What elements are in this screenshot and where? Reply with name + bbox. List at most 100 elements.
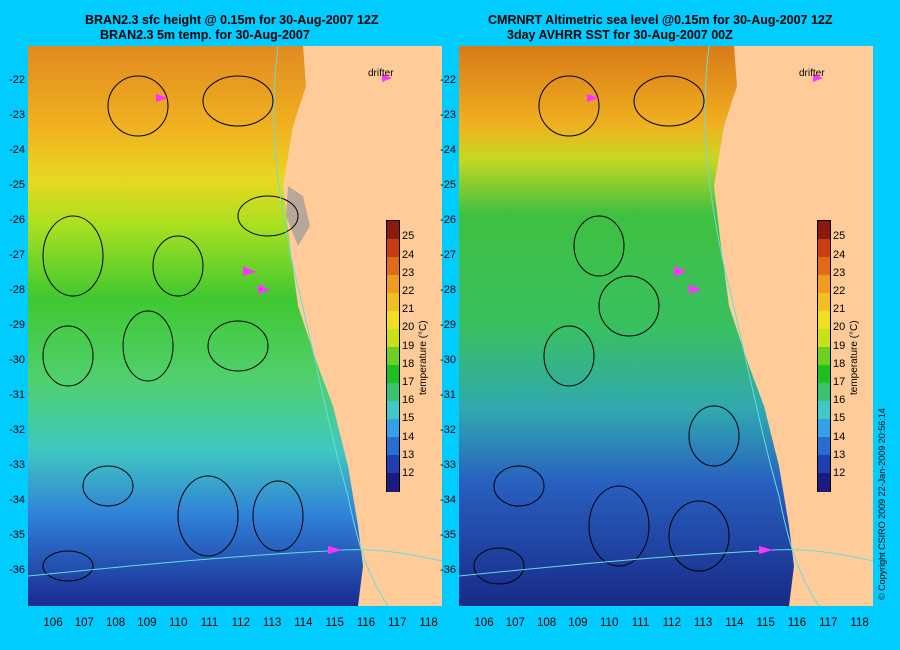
colorbar-swatch (818, 221, 830, 240)
colorbar-swatch (818, 455, 830, 474)
left-lat-label: -23 (9, 109, 25, 121)
left-lon-label: 107 (74, 617, 94, 629)
colorbar-tick-label: 12 (402, 467, 415, 479)
left-lon-label: 108 (106, 617, 126, 629)
colorbar-swatch (818, 239, 830, 258)
colorbar-tick-label: 13 (833, 448, 846, 461)
colorbar-tick-label: 18 (833, 357, 846, 370)
colorbar-tick-label: 18 (402, 357, 415, 370)
left-lat-label: -26 (9, 214, 25, 226)
colorbar-swatch (387, 383, 399, 402)
right-lon-label: 118 (850, 617, 869, 629)
left-colorbar (386, 220, 400, 492)
colorbar-swatch (818, 365, 830, 384)
left-lat-label: -36 (9, 564, 25, 576)
colorbar-swatch (818, 473, 830, 492)
right-lat-label: -23 (440, 109, 456, 121)
right-drifter-legend: drifter (799, 68, 825, 79)
colorbar-tick-label: 14 (402, 430, 415, 443)
colorbar-tick-label: 25 (833, 230, 846, 243)
colorbar-swatch (387, 239, 399, 258)
right-title-line1: CMRNRT Altimetric sea level @0.15m for 3… (488, 13, 833, 27)
colorbar-swatch (387, 293, 399, 312)
right-lon-label: 112 (662, 617, 681, 629)
left-lat-label: -27 (9, 249, 25, 261)
colorbar-swatch (818, 347, 830, 366)
right-lon-label: 113 (693, 617, 713, 629)
colorbar-swatch (818, 419, 830, 438)
colorbar-tick-label: 15 (402, 412, 415, 425)
right-lon-label: 106 (474, 617, 494, 629)
colorbar-tick-label: 21 (833, 303, 846, 316)
right-lat-label: -25 (440, 179, 456, 191)
colorbar-swatch (387, 437, 399, 456)
colorbar-swatch (818, 275, 830, 294)
colorbar-swatch (387, 311, 399, 330)
colorbar-swatch (387, 365, 399, 384)
left-lon-label: 109 (137, 617, 157, 629)
right-lat-label: -30 (440, 354, 456, 366)
colorbar-tick-label: 23 (402, 266, 415, 279)
colorbar-swatch (387, 347, 399, 366)
colorbar-tick-label: 23 (833, 266, 846, 279)
left-lon-label: 114 (294, 617, 313, 629)
right-lat-label: -31 (440, 389, 456, 401)
left-lon-label: 118 (419, 617, 438, 629)
right-lat-label: -33 (440, 459, 456, 471)
right-lon-label: 115 (756, 617, 775, 629)
colorbar-swatch (387, 455, 399, 474)
left-lat-label: -31 (9, 389, 25, 401)
left-title-line1: BRAN2.3 sfc height @ 0.15m for 30-Aug-20… (85, 13, 379, 27)
colorbar-swatch (387, 401, 399, 420)
colorbar-tick-label: 19 (833, 339, 846, 352)
right-lat-label: -24 (440, 144, 456, 156)
right-lat-label: -34 (440, 494, 456, 506)
left-lat-label: -25 (9, 179, 25, 191)
right-lon-label: 109 (568, 617, 588, 629)
left-lon-label: 116 (356, 617, 376, 629)
colorbar-swatch (818, 293, 830, 312)
right-lon-label: 107 (505, 617, 525, 629)
right-lon-label: 114 (725, 617, 744, 629)
right-lon-label: 111 (631, 617, 650, 629)
right-lon-label: 108 (537, 617, 557, 629)
left-lat-label: -24 (9, 144, 25, 156)
right-lat-label: -28 (440, 284, 456, 296)
left-lat-label: -28 (9, 284, 25, 296)
colorbar-swatch (818, 383, 830, 402)
right-lat-label: -26 (440, 214, 456, 226)
right-lat-label: -22 (440, 74, 456, 86)
left-lat-label: -29 (9, 319, 25, 331)
colorbar-swatch (387, 329, 399, 348)
left-lon-label: 110 (169, 617, 188, 629)
right-lat-label: -36 (440, 564, 456, 576)
left-lon-label: 115 (325, 617, 344, 629)
left-lat-label: -33 (9, 459, 25, 471)
colorbar-tick-label: 24 (402, 248, 415, 261)
left-title-line2: BRAN2.3 5m temp. for 30-Aug-2007 (100, 28, 310, 42)
colorbar-tick-label: 22 (402, 285, 415, 297)
left-colorbar-unit: temperature (°C) (418, 320, 429, 395)
colorbar-tick-label: 22 (833, 285, 846, 297)
left-drifter-legend: drifter (368, 68, 394, 79)
colorbar-swatch (818, 401, 830, 420)
colorbar-swatch (387, 257, 399, 276)
right-title-line2: 3day AVHRR SST for 30-Aug-2007 00Z (507, 28, 733, 42)
left-lat-label: -34 (9, 494, 25, 506)
left-lon-label: 112 (231, 617, 250, 629)
colorbar-tick-label: 21 (402, 303, 415, 316)
colorbar-swatch (818, 257, 830, 276)
right-colorbar (817, 220, 831, 492)
right-map-panel: drifter (459, 46, 873, 606)
colorbar-swatch (387, 473, 399, 492)
left-map-panel: drifter (28, 46, 442, 606)
right-colorbar-unit: temperature (°C) (849, 320, 860, 395)
colorbar-swatch (387, 419, 399, 438)
left-lat-label: -30 (9, 354, 25, 366)
right-lon-label: 117 (819, 617, 838, 629)
left-lat-label: -35 (9, 529, 25, 541)
left-lon-label: 117 (388, 617, 407, 629)
colorbar-swatch (387, 221, 399, 240)
colorbar-tick-label: 24 (833, 248, 846, 261)
right-lat-label: -27 (440, 249, 456, 261)
